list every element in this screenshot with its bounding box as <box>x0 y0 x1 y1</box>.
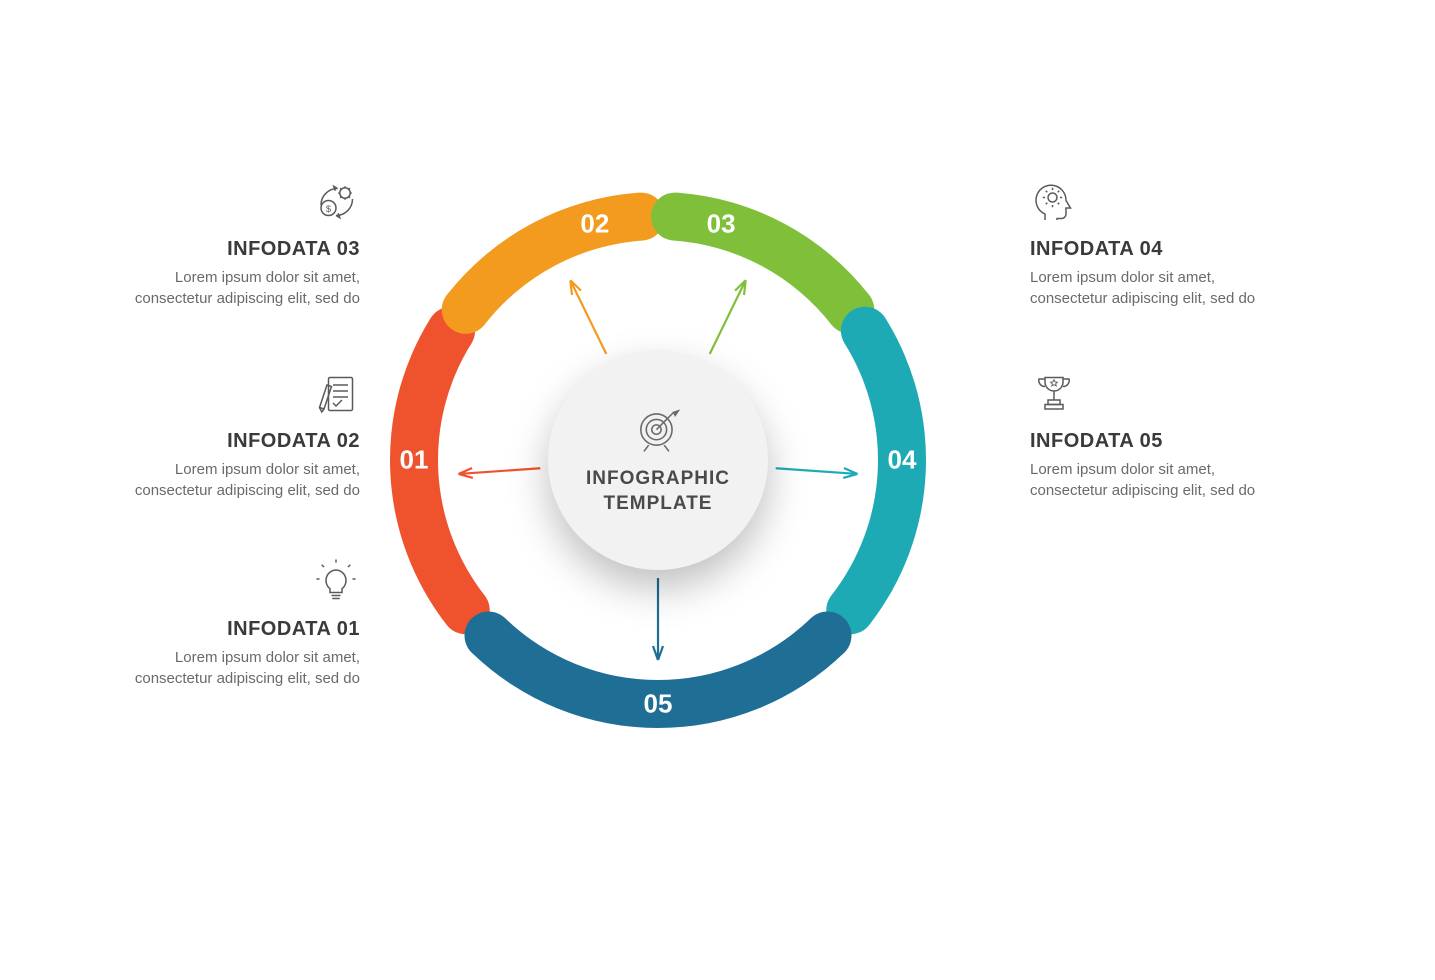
target-icon <box>633 403 683 453</box>
info-body: Lorem ipsum dolor sit amet, consectetur … <box>1030 459 1290 501</box>
info-title: INFODATA 02 <box>100 430 360 453</box>
checklist-icon <box>312 370 360 418</box>
center-circle: INFOGRAPHIC TEMPLATE <box>548 350 768 570</box>
info-body: Lorem ipsum dolor sit amet, consectetur … <box>100 647 360 689</box>
info-block-04: INFODATA 04 Lorem ipsum dolor sit amet, … <box>1030 178 1290 309</box>
svg-text:$: $ <box>326 204 331 214</box>
center-title-2: TEMPLATE <box>586 492 730 517</box>
ring-segment-04 <box>831 318 926 625</box>
center-title-1: INFOGRAPHIC <box>586 467 730 492</box>
trophy-icon <box>1030 370 1078 418</box>
info-block-03: $ INFODATA 03 Lorem ipsum dolor sit amet… <box>100 178 360 309</box>
info-body: Lorem ipsum dolor sit amet, consectetur … <box>1030 267 1290 309</box>
money-cycle-icon: $ <box>312 178 360 226</box>
info-block-02: INFODATA 02 Lorem ipsum dolor sit amet, … <box>100 370 360 501</box>
lightbulb-icon <box>312 558 360 606</box>
infographic-stage: INFOGRAPHIC TEMPLATE 01 02 03 04 05 $ IN… <box>0 0 1435 980</box>
arrow-03 <box>710 280 746 354</box>
info-title: INFODATA 03 <box>100 238 360 261</box>
arrow-02 <box>570 280 606 354</box>
info-title: INFODATA 01 <box>100 618 360 641</box>
info-title: INFODATA 05 <box>1030 430 1290 453</box>
info-title: INFODATA 04 <box>1030 238 1290 261</box>
gear-head-icon <box>1030 178 1078 226</box>
info-body: Lorem ipsum dolor sit amet, consectetur … <box>100 459 360 501</box>
info-body: Lorem ipsum dolor sit amet, consectetur … <box>100 267 360 309</box>
info-block-01: INFODATA 01 Lorem ipsum dolor sit amet, … <box>100 558 360 689</box>
info-block-05: INFODATA 05 Lorem ipsum dolor sit amet, … <box>1030 370 1290 501</box>
ring-segment-01 <box>390 318 485 625</box>
